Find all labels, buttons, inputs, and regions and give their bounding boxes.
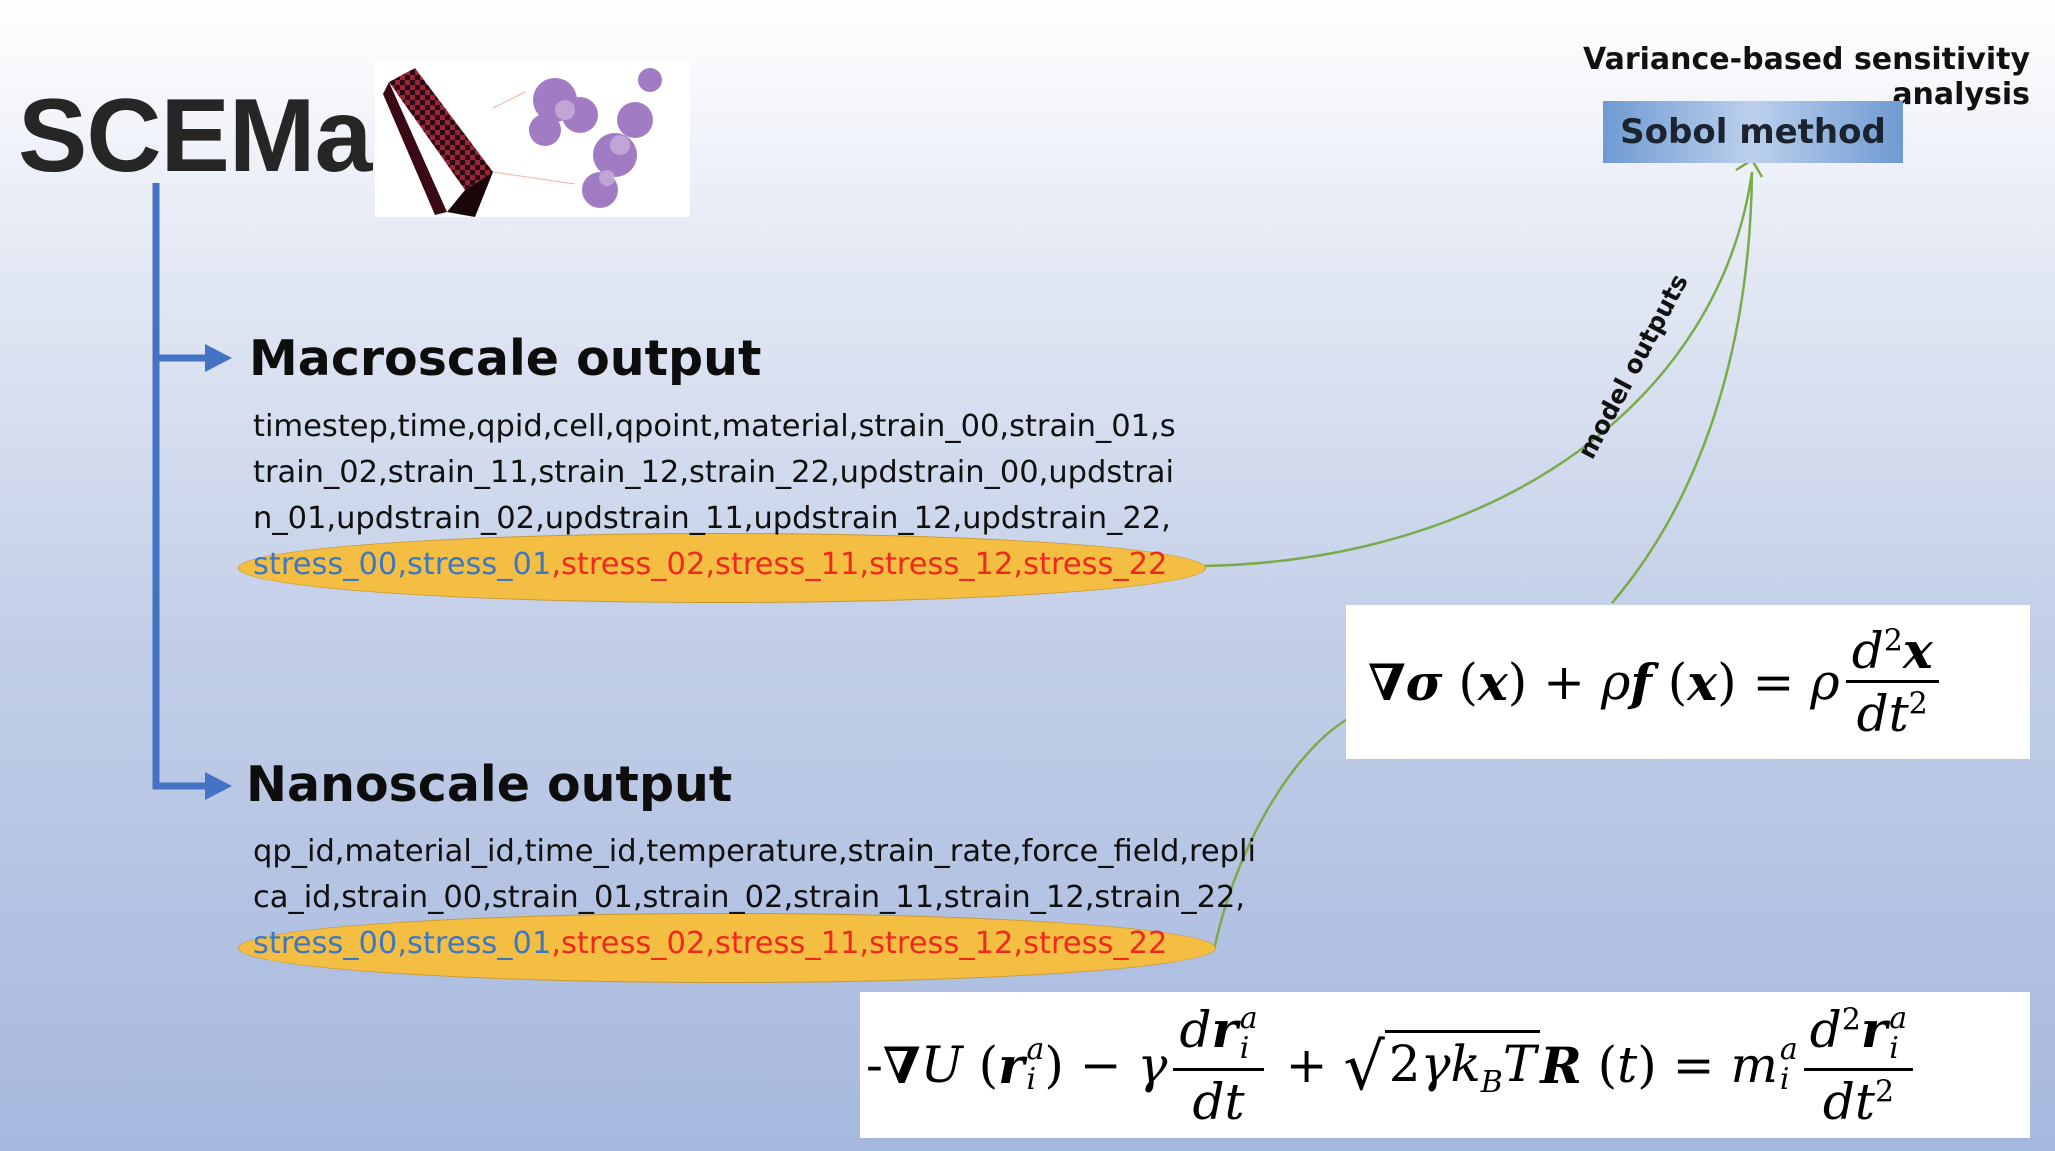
nano-line-1: qp_id,material_id,time_id,temperature,st… [253, 829, 1256, 875]
nano-stress-line: stress_00,stress_01,stress_02,stress_11,… [253, 921, 1256, 967]
page-title: SCEMa [18, 84, 371, 188]
tree-connector [153, 183, 232, 800]
macroscale-heading: Macroscale output [249, 334, 761, 383]
nano-line-2: ca_id,strain_00,strain_01,strain_02,stra… [253, 875, 1256, 921]
macroscale-fields: timestep,time,qpid,cell,qpoint,material,… [253, 404, 1176, 588]
macro-stress-line: stress_00,stress_01,stress_02,stress_11,… [253, 542, 1176, 588]
sobol-method-box: Sobol method [1603, 101, 1903, 163]
nano-stress-blue: stress_00,stress_01 [253, 926, 551, 961]
simulation-image [375, 60, 690, 217]
macro-line-3: n_01,updstrain_02,updstrain_11,updstrain… [253, 496, 1176, 542]
simulation-illustration [375, 60, 690, 217]
macro-line-2: train_02,strain_11,strain_12,strain_22,u… [253, 450, 1176, 496]
macro-stress-blue: stress_00,stress_01 [253, 547, 551, 582]
nanoscale-heading: Nanoscale output [246, 760, 732, 809]
nano-stress-red: ,stress_02,stress_11,stress_12,stress_22 [551, 926, 1167, 961]
macro-stress-red: ,stress_02,stress_11,stress_12,stress_22 [551, 547, 1167, 582]
macro-line-1: timestep,time,qpid,cell,qpoint,material,… [253, 404, 1176, 450]
nanoscale-fields: qp_id,material_id,time_id,temperature,st… [253, 829, 1256, 967]
